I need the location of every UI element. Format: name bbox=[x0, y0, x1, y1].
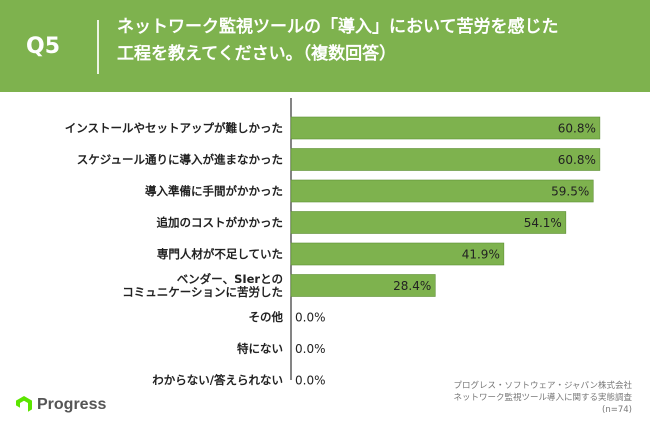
bar bbox=[290, 242, 505, 266]
question-title-line2: 工程を教えてください。（複数回答） bbox=[117, 44, 397, 64]
source-note: プログレス・ソフトウェア・ジャパン株式会社 ネットワーク監視ツール導入に関する実… bbox=[453, 380, 632, 416]
value-label: 60.8% bbox=[558, 122, 596, 136]
value-label: 60.8% bbox=[558, 153, 596, 167]
bar bbox=[290, 211, 567, 234]
category-label: 専門人材が不足していた bbox=[157, 247, 283, 261]
question-title: ネットワーク監視ツールの「導入」において苦労を感じた 工程を教えてください。（複… bbox=[117, 14, 627, 68]
brand-name: Progress bbox=[37, 396, 107, 413]
value-label: 0.0% bbox=[295, 374, 326, 388]
value-label: 54.1% bbox=[524, 216, 562, 230]
question-header: Q5 ネットワーク監視ツールの「導入」において苦労を感じた 工程を教えてください… bbox=[0, 0, 650, 92]
bar bbox=[290, 148, 601, 171]
category-label: スケジュール通りに導入が進まなかった bbox=[77, 153, 283, 167]
bar bbox=[290, 274, 436, 297]
category-label: インストールやセットアップが難しかった bbox=[65, 121, 283, 135]
progress-logo-icon bbox=[16, 396, 32, 412]
bar bbox=[290, 179, 594, 203]
category-label: その他 bbox=[249, 310, 284, 324]
question-number: Q5 bbox=[26, 34, 61, 59]
category-label: わからない/答えられない bbox=[152, 373, 283, 387]
header-divider bbox=[97, 20, 99, 74]
bar bbox=[290, 116, 601, 140]
question-title-line1: ネットワーク監視ツールの「導入」において苦労を感じた bbox=[117, 17, 559, 37]
category-label: 追加のコストがかかった bbox=[157, 216, 284, 230]
value-label: 41.9% bbox=[462, 248, 500, 262]
category-label: 導入準備に手間がかかった bbox=[145, 184, 283, 198]
source-sample: (n=74) bbox=[602, 405, 632, 415]
bar-chart: インストールやセットアップが難しかった 60.8% スケジュール通りに導入が進まなか… bbox=[65, 98, 601, 388]
value-label: 0.0% bbox=[295, 342, 326, 356]
category-label: 特にない bbox=[237, 342, 283, 356]
value-label: 59.5% bbox=[551, 185, 589, 199]
value-label: 28.4% bbox=[393, 279, 431, 293]
category-label: ベンダー、SIerとのコミュニケーションに苦労した bbox=[122, 272, 283, 299]
source-survey: ネットワーク監視ツール導入に関する実態調査 bbox=[453, 393, 632, 403]
brand-logo: Progress bbox=[16, 396, 106, 414]
value-label: 0.0% bbox=[295, 311, 326, 325]
source-company: プログレス・ソフトウェア・ジャパン株式会社 bbox=[453, 381, 632, 391]
